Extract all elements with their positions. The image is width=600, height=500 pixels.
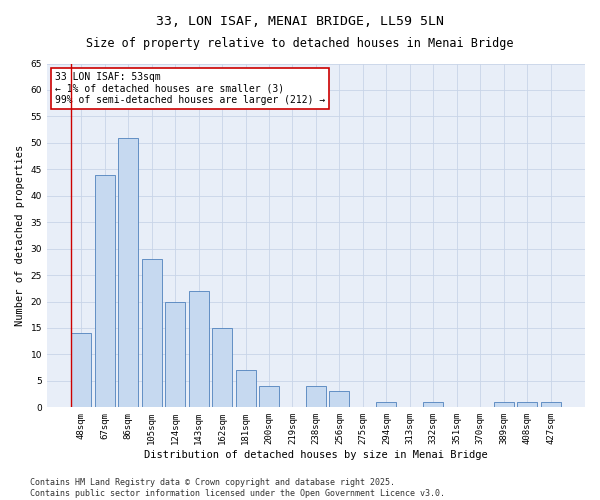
Bar xyxy=(188,291,209,408)
Bar xyxy=(376,402,397,407)
Bar xyxy=(329,392,349,407)
Bar xyxy=(71,334,91,407)
Bar xyxy=(423,402,443,407)
Bar xyxy=(259,386,279,407)
Bar xyxy=(541,402,560,407)
Text: Contains HM Land Registry data © Crown copyright and database right 2025.
Contai: Contains HM Land Registry data © Crown c… xyxy=(30,478,445,498)
Bar xyxy=(118,138,138,407)
Bar xyxy=(236,370,256,408)
X-axis label: Distribution of detached houses by size in Menai Bridge: Distribution of detached houses by size … xyxy=(144,450,488,460)
Bar xyxy=(517,402,537,407)
Text: Size of property relative to detached houses in Menai Bridge: Size of property relative to detached ho… xyxy=(86,38,514,51)
Bar xyxy=(212,328,232,407)
Y-axis label: Number of detached properties: Number of detached properties xyxy=(15,145,25,326)
Text: 33 LON ISAF: 53sqm
← 1% of detached houses are smaller (3)
99% of semi-detached : 33 LON ISAF: 53sqm ← 1% of detached hous… xyxy=(55,72,325,106)
Bar xyxy=(494,402,514,407)
Bar xyxy=(95,174,115,408)
Bar xyxy=(165,302,185,408)
Text: 33, LON ISAF, MENAI BRIDGE, LL59 5LN: 33, LON ISAF, MENAI BRIDGE, LL59 5LN xyxy=(156,15,444,28)
Bar xyxy=(142,259,162,408)
Bar xyxy=(306,386,326,407)
